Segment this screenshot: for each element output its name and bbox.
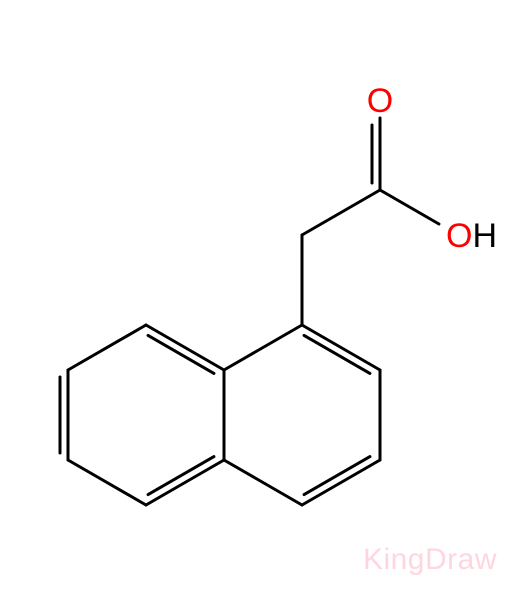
atom-label-oxygen: O: [367, 82, 393, 120]
atom-label-hydroxyl: OH: [446, 217, 497, 255]
molecule-canvas: O OH: [0, 0, 515, 589]
